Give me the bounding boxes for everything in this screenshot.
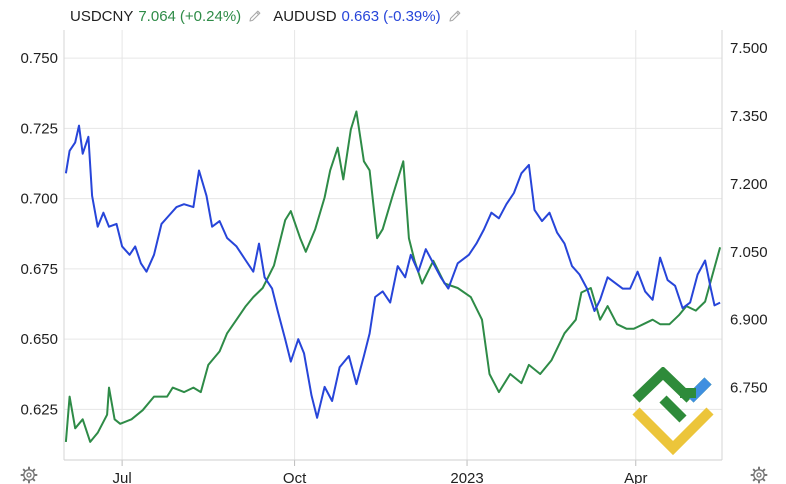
series-line-audusd[interactable] xyxy=(64,124,721,419)
legend-change: (-0.39%) xyxy=(383,7,441,25)
legend-symbol: USDCNY xyxy=(70,7,134,25)
y-tick-label-left: 0.700 xyxy=(20,191,58,208)
y-tick-label-left: 0.625 xyxy=(20,401,58,418)
y-tick-label-left: 0.750 xyxy=(20,50,58,67)
legend-value: 0.663 xyxy=(341,7,380,25)
pencil-icon[interactable] xyxy=(247,8,263,24)
y-tick-label-left: 0.675 xyxy=(20,261,58,278)
legend-symbol: AUDUSD xyxy=(273,7,337,25)
y-tick-label-right: 7.050 xyxy=(730,244,768,261)
y-tick-label-left: 0.725 xyxy=(20,120,58,137)
y-tick-label-right: 7.350 xyxy=(730,108,768,125)
legend-item-usdcny[interactable]: USDCNY 7.064 (+0.24%) xyxy=(70,8,263,25)
y-tick-label-right: 7.200 xyxy=(730,176,768,193)
chart-legend: USDCNY 7.064 (+0.24%) AUDUSD 0.663 (-0.3… xyxy=(70,5,473,27)
series-line-usdcny[interactable] xyxy=(64,110,722,443)
x-tick-label: Apr xyxy=(624,470,647,484)
gear-icon[interactable] xyxy=(20,466,38,484)
y-tick-label-right: 7.500 xyxy=(730,40,768,57)
x-tick-label: 2023 xyxy=(450,470,483,484)
x-tick-label: Jul xyxy=(113,470,132,484)
legend-item-audusd[interactable]: AUDUSD 0.663 (-0.39%) xyxy=(273,8,462,25)
y-tick-label-right: 6.750 xyxy=(730,380,768,397)
legend-value: 7.064 xyxy=(138,7,176,25)
x-tick-label: Oct xyxy=(283,470,307,484)
pencil-icon[interactable] xyxy=(447,8,463,24)
legend-change: (+0.24%) xyxy=(179,7,242,25)
brand-logo xyxy=(632,367,714,456)
y-tick-label-left: 0.650 xyxy=(20,331,58,348)
gear-icon[interactable] xyxy=(750,466,768,484)
y-tick-label-right: 6.900 xyxy=(730,312,768,329)
